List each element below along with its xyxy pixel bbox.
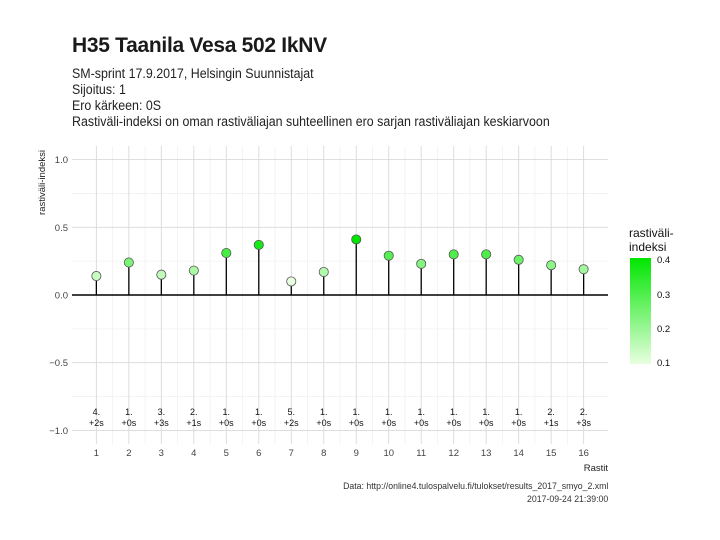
x-tick-label: 5 bbox=[224, 448, 229, 459]
position-label: 2. bbox=[190, 407, 198, 417]
time-diff-label: +0s bbox=[511, 418, 526, 428]
y-tick-label: 0.5 bbox=[55, 223, 68, 234]
time-diff-label: +0s bbox=[121, 418, 136, 428]
time-diff-label: +0s bbox=[316, 418, 331, 428]
position-label: 1. bbox=[385, 407, 393, 417]
position-label: 1. bbox=[417, 407, 425, 417]
lollipop-point bbox=[481, 249, 492, 260]
x-tick-label: 4 bbox=[191, 448, 196, 459]
y-tick-label: 0.0 bbox=[55, 291, 68, 302]
x-tick-label: 3 bbox=[159, 448, 164, 459]
x-axis-title: Rastit bbox=[584, 463, 609, 474]
subtitle-gap: Ero kärkeen: 0S bbox=[72, 98, 162, 113]
time-diff-label: +0s bbox=[251, 418, 266, 428]
time-diff-label: +3s bbox=[154, 418, 169, 428]
x-tick-label: 9 bbox=[354, 448, 359, 459]
x-tick-label: 2 bbox=[126, 448, 131, 459]
legend-color-bar bbox=[630, 258, 651, 364]
lollipop-point bbox=[221, 248, 232, 259]
x-tick-label: 7 bbox=[289, 448, 294, 459]
position-label: 1. bbox=[255, 407, 263, 417]
position-label: 4. bbox=[93, 407, 101, 417]
position-label: 1. bbox=[352, 407, 360, 417]
legend-label-0.2: 0.2 bbox=[657, 324, 671, 335]
legend-label-0.3: 0.3 bbox=[657, 290, 671, 301]
y-tick-label: −1.0 bbox=[49, 426, 68, 437]
y-tick-label: 1.0 bbox=[55, 155, 68, 166]
position-label: 2. bbox=[547, 407, 555, 417]
legend-title: rastiväli- indeksi bbox=[629, 226, 674, 254]
lollipop-point bbox=[383, 250, 394, 261]
time-diff-label: +1s bbox=[544, 418, 559, 428]
lollipop-point bbox=[286, 276, 297, 287]
lollipop-point bbox=[578, 264, 589, 275]
time-diff-label: +0s bbox=[446, 418, 461, 428]
lollipop-point bbox=[188, 265, 199, 276]
legend-title-line2: indeksi bbox=[629, 240, 667, 254]
x-tick-label: 8 bbox=[321, 448, 326, 459]
time-diff-label: +2s bbox=[284, 418, 299, 428]
position-label: 5. bbox=[288, 407, 296, 417]
lollipop-point bbox=[318, 266, 329, 277]
chart-labels: −1.0−0.50.00.51.01 2 3 4 5 6 7 8 9 10 11 12 13 14 15 16… bbox=[37, 150, 608, 474]
time-diff-label: +0s bbox=[349, 418, 364, 428]
lollipop-point bbox=[546, 260, 557, 271]
timestamp-caption: 2017-09-24 21:39:00 bbox=[526, 494, 608, 505]
x-tick-label: 11 bbox=[416, 448, 426, 459]
legend-label-0.4: 0.4 bbox=[657, 255, 671, 266]
chart-marks bbox=[72, 234, 608, 296]
time-diff-label: +1s bbox=[186, 418, 201, 428]
subtitle-event: SM-sprint 17.9.2017, Helsingin Suunnista… bbox=[72, 66, 314, 81]
data-source-caption: Data: http://online4.tulospalvelu.fi/tul… bbox=[342, 481, 608, 492]
position-label: 1. bbox=[223, 407, 231, 417]
time-diff-label: +0s bbox=[219, 418, 234, 428]
position-label: 1. bbox=[320, 407, 328, 417]
legend-label-0.1: 0.1 bbox=[657, 358, 671, 369]
time-diff-label: +0s bbox=[414, 418, 429, 428]
y-tick-label: −0.5 bbox=[49, 358, 68, 369]
subtitle-placing: Sijoitus: 1 bbox=[72, 82, 126, 97]
position-label: 1. bbox=[450, 407, 458, 417]
lollipop-point bbox=[253, 239, 264, 250]
lollipop-point bbox=[416, 258, 427, 269]
time-diff-label: +0s bbox=[479, 418, 494, 428]
lollipop-point bbox=[351, 234, 362, 245]
x-tick-label: 1 bbox=[94, 448, 99, 459]
legend-title-line1: rastiväli- bbox=[629, 226, 674, 240]
lollipop-point bbox=[156, 269, 167, 280]
y-axis-title: rastiväli-indeksi bbox=[37, 150, 48, 215]
position-label: 1. bbox=[482, 407, 490, 417]
lollipop-point bbox=[448, 249, 459, 260]
position-label: 2. bbox=[580, 407, 588, 417]
x-tick-label: 10 bbox=[383, 448, 394, 459]
x-tick-label: 6 bbox=[256, 448, 261, 459]
time-diff-label: +2s bbox=[89, 418, 104, 428]
position-label: 3. bbox=[158, 407, 166, 417]
time-diff-label: +0s bbox=[381, 418, 396, 428]
x-tick-label: 12 bbox=[448, 448, 459, 459]
time-diff-label: +3s bbox=[576, 418, 591, 428]
position-label: 1. bbox=[125, 407, 133, 417]
lollipop-point bbox=[91, 271, 102, 282]
x-tick-label: 13 bbox=[481, 448, 492, 459]
lollipop-point bbox=[123, 257, 134, 268]
x-tick-label: 15 bbox=[546, 448, 557, 459]
subtitle-description: Rastiväli-indeksi on oman rastiväliajan … bbox=[72, 114, 550, 129]
x-tick-label: 14 bbox=[513, 448, 524, 459]
chart-title: H35 Taanila Vesa 502 IkNV bbox=[72, 34, 327, 57]
x-tick-label: 16 bbox=[578, 448, 589, 459]
position-label: 1. bbox=[515, 407, 523, 417]
lollipop-point bbox=[513, 254, 524, 265]
